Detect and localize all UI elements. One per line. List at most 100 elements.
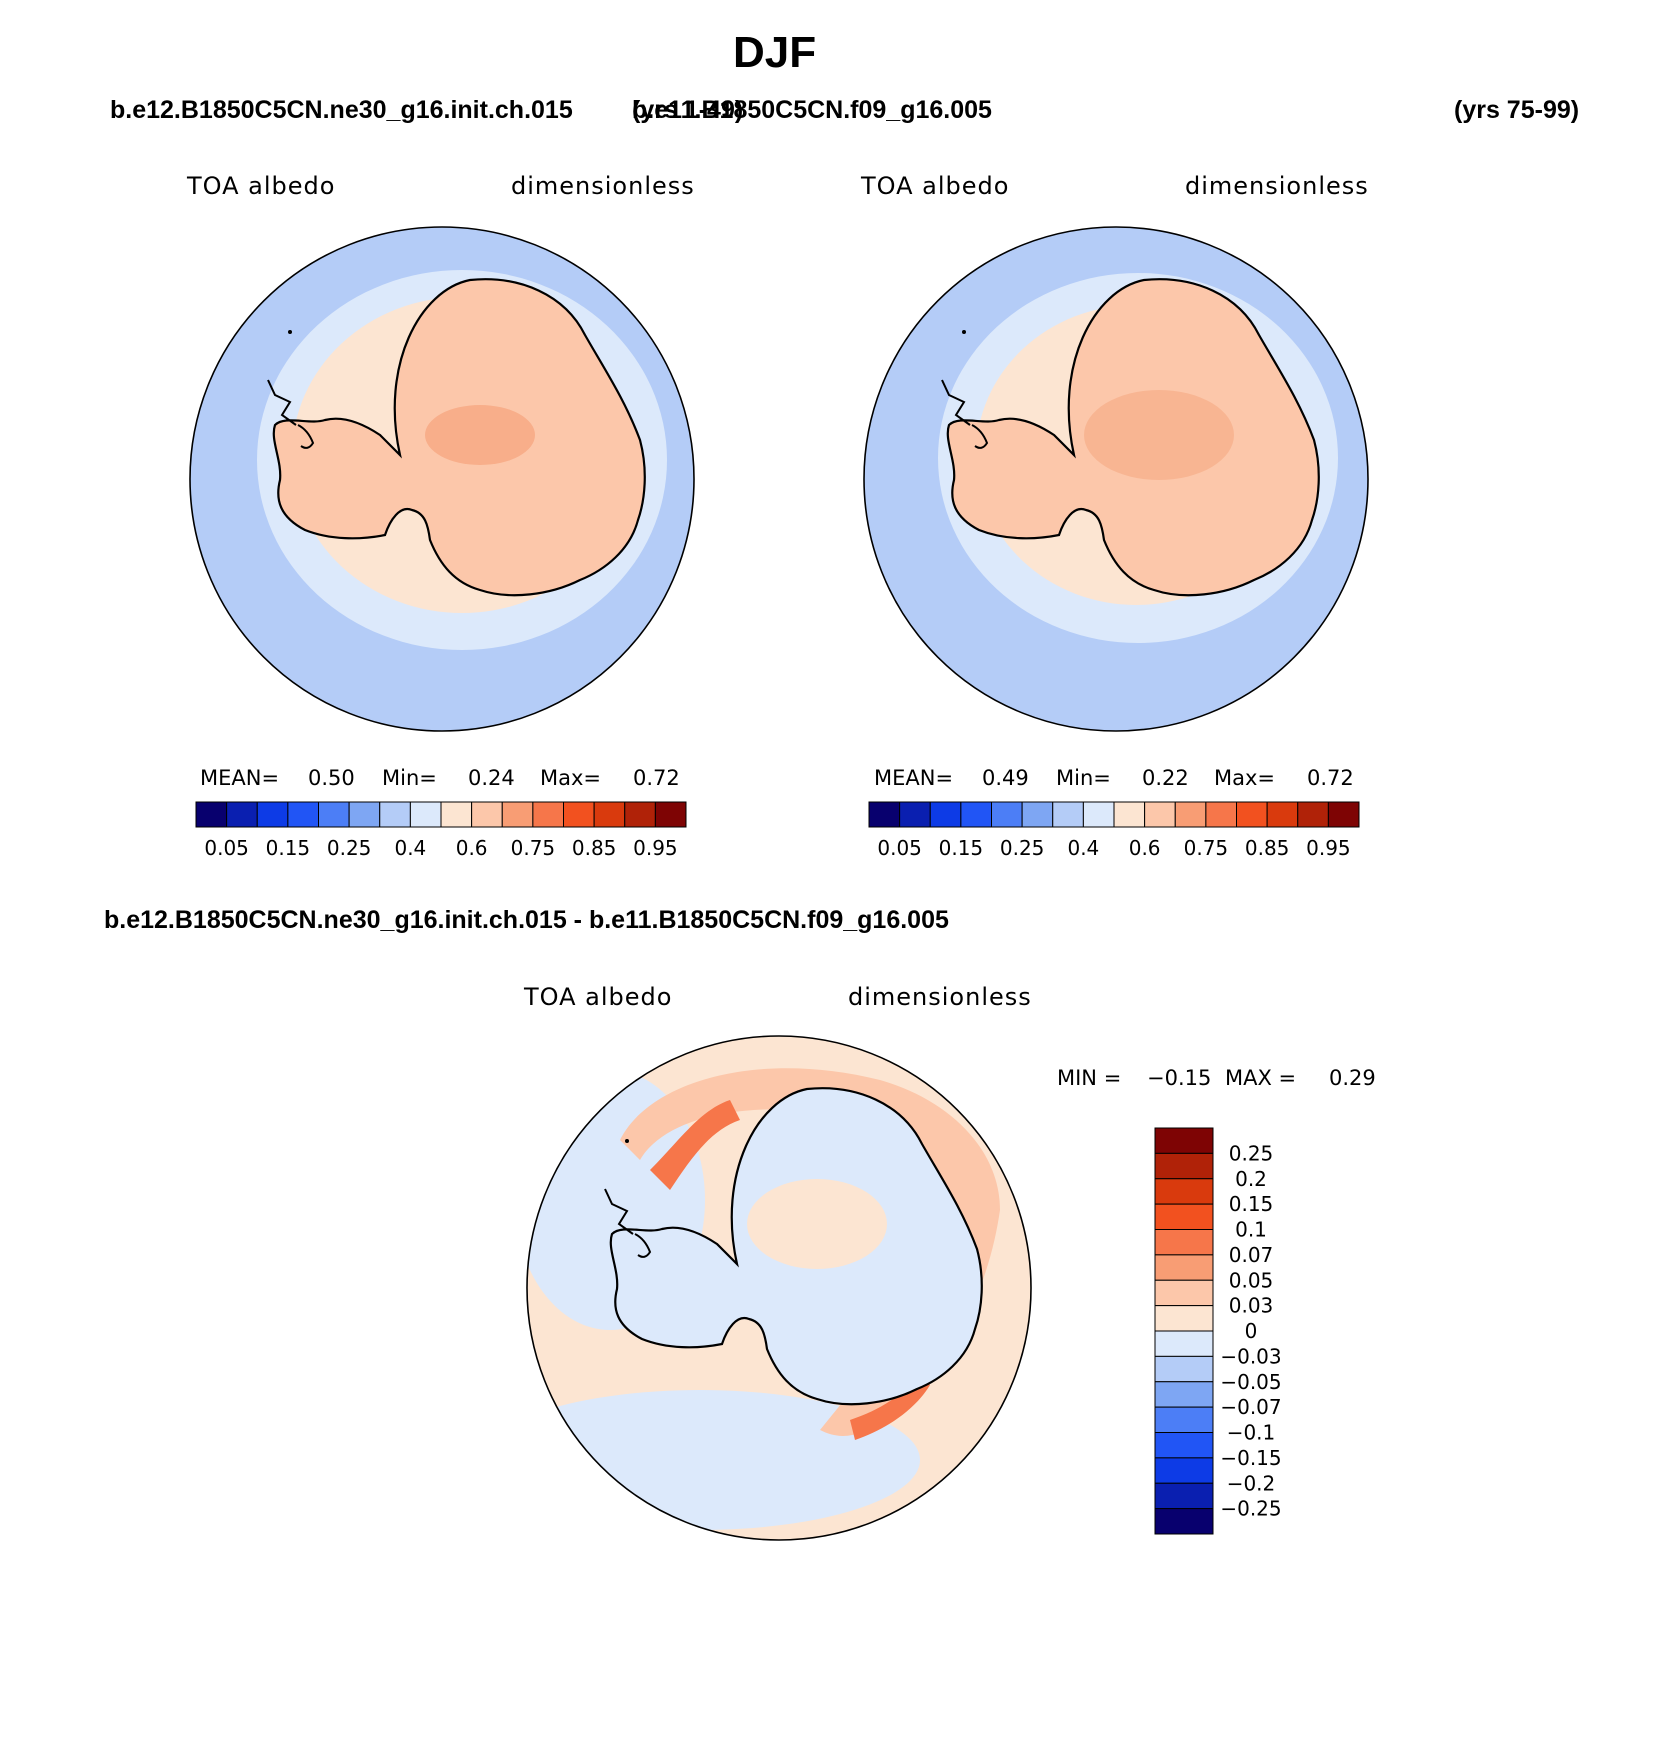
colorbar-diff-swatch bbox=[1154, 1254, 1214, 1281]
colorbar-diff-swatch bbox=[1154, 1305, 1214, 1332]
colorbar-panel-1-swatch bbox=[471, 801, 503, 828]
colorbar-panel-1-tick-label: 0.15 bbox=[266, 836, 311, 860]
panel2-min-label: Min= bbox=[1056, 766, 1111, 790]
page-title: DJF bbox=[733, 28, 817, 77]
colorbar-diff: 0.250.20.150.10.070.050.030−0.03−0.05−0.… bbox=[1154, 1127, 1282, 1535]
colorbar-diff-tick-label: 0.07 bbox=[1229, 1243, 1274, 1267]
colorbar-panel-2-swatch bbox=[1266, 801, 1299, 828]
colorbar-panel-1-swatch bbox=[532, 801, 564, 828]
colorbar-panel-2-tick-label: 0.75 bbox=[1184, 836, 1229, 860]
colorbar-panel-1-swatch bbox=[654, 801, 687, 828]
colorbar-panel-1-swatch bbox=[624, 801, 656, 828]
colorbar-diff-swatch bbox=[1154, 1203, 1214, 1230]
colorbar-panel-1-tick-label: 0.25 bbox=[327, 836, 372, 860]
diff-units-label: dimensionless bbox=[848, 983, 1032, 1011]
colorbar-panel-1-swatch bbox=[226, 801, 258, 828]
colorbar-panel-1-swatch bbox=[256, 801, 289, 828]
colorbar-panel-2: 0.05 0.15 0.25 0.4 0.6 0.75 0.85 0.95 bbox=[868, 801, 1360, 860]
colorbar-diff-swatch bbox=[1154, 1406, 1214, 1433]
colorbar-diff-swatch bbox=[1154, 1152, 1214, 1180]
colorbar-diff-swatch bbox=[1154, 1508, 1214, 1535]
panel1-max-label: Max= bbox=[540, 766, 602, 790]
colorbar-panel-2-swatch bbox=[1113, 801, 1146, 828]
colorbar-diff-tick-label: 0.05 bbox=[1229, 1268, 1274, 1292]
colorbar-panel-1-swatch bbox=[287, 801, 319, 828]
colorbar-diff-tick-label: −0.03 bbox=[1220, 1344, 1281, 1368]
colorbar-diff-tick-label: 0.1 bbox=[1235, 1218, 1267, 1242]
diff-case-name: b.e12.B1850C5CN.ne30_g16.init.ch.015 - b… bbox=[104, 906, 949, 934]
panel1-min-value: 0.24 bbox=[468, 766, 515, 790]
colorbar-panel-1: 0.05 0.15 0.25 0.4 0.6 0.75 0.85 0.95 bbox=[195, 801, 687, 860]
colorbar-panel-1-swatch bbox=[379, 801, 411, 828]
map-panel-1 bbox=[190, 227, 694, 731]
diff-max-value: 0.29 bbox=[1329, 1066, 1376, 1090]
diff-min-value: −0.15 bbox=[1147, 1066, 1212, 1090]
colorbar-panel-1-swatch bbox=[318, 801, 350, 828]
colorbar-panel-1-swatch bbox=[563, 801, 595, 828]
colorbar-diff-tick-label: −0.25 bbox=[1220, 1497, 1281, 1521]
colorbar-diff-tick-label: 0 bbox=[1245, 1319, 1258, 1343]
panel2-max-label: Max= bbox=[1214, 766, 1276, 790]
panel2-min-value: 0.22 bbox=[1142, 766, 1189, 790]
panel1-units-label: dimensionless bbox=[511, 172, 695, 200]
colorbar-diff-swatch bbox=[1154, 1432, 1214, 1459]
colorbar-panel-2-swatch bbox=[991, 801, 1023, 828]
colorbar-panel-2-tick-label: 0.6 bbox=[1129, 836, 1161, 860]
colorbar-panel-1-tick-label: 0.4 bbox=[394, 836, 426, 860]
panel2-max-value: 0.72 bbox=[1307, 766, 1354, 790]
colorbar-panel-2-swatch bbox=[960, 801, 992, 828]
colorbar-panel-2-swatch bbox=[1205, 801, 1237, 828]
colorbar-panel-2-swatch bbox=[868, 801, 901, 828]
panel1-mean-value: 0.50 bbox=[308, 766, 355, 790]
panel1-min-label: Min= bbox=[382, 766, 437, 790]
colorbar-diff-tick-label: −0.2 bbox=[1227, 1471, 1276, 1495]
colorbar-panel-2-swatch bbox=[1236, 801, 1268, 828]
colorbar-diff-swatch bbox=[1154, 1330, 1214, 1357]
colorbar-diff-swatch bbox=[1154, 1127, 1214, 1154]
colorbar-panel-1-swatch bbox=[409, 801, 442, 828]
panel2-mean-label: MEAN= bbox=[874, 766, 954, 790]
colorbar-panel-1-tick-label: 0.6 bbox=[456, 836, 488, 860]
colorbar-diff-swatch bbox=[1154, 1178, 1214, 1205]
colorbar-diff-tick-label: −0.07 bbox=[1220, 1395, 1281, 1419]
colorbar-panel-2-tick-label: 0.15 bbox=[939, 836, 984, 860]
colorbar-panel-2-swatch bbox=[1052, 801, 1084, 828]
colorbar-panel-2-swatch bbox=[1082, 801, 1115, 828]
colorbar-panel-2-tick-label: 0.85 bbox=[1245, 836, 1290, 860]
colorbar-panel-2-swatch bbox=[899, 801, 931, 828]
colorbar-panel-1-swatch bbox=[501, 801, 534, 828]
colorbar-panel-2-tick-label: 0.4 bbox=[1067, 836, 1099, 860]
panel1-max-value: 0.72 bbox=[633, 766, 680, 790]
years-left: (yrs 1-49) bbox=[632, 96, 744, 124]
colorbar-diff-tick-label: 0.03 bbox=[1229, 1294, 1274, 1318]
colorbar-diff-tick-label: 0.2 bbox=[1235, 1167, 1267, 1191]
colorbar-panel-2-swatch bbox=[929, 801, 962, 828]
case-name-right: b.e11.B1850C5CN.f09_g16.005 bbox=[632, 96, 992, 124]
map-panel-diff bbox=[527, 1036, 1031, 1540]
colorbar-panel-1-swatch bbox=[195, 801, 228, 828]
colorbar-panel-1-tick-label: 0.95 bbox=[633, 836, 678, 860]
colorbar-diff-swatch bbox=[1154, 1457, 1214, 1484]
panel2-units-label: dimensionless bbox=[1185, 172, 1369, 200]
colorbar-diff-swatch bbox=[1154, 1482, 1214, 1510]
colorbar-diff-swatch bbox=[1154, 1355, 1214, 1383]
colorbar-panel-1-tick-label: 0.75 bbox=[511, 836, 556, 860]
colorbar-panel-2-swatch bbox=[1174, 801, 1207, 828]
colorbar-panel-2-swatch bbox=[1021, 801, 1054, 828]
case-name-left: b.e12.B1850C5CN.ne30_g16.init.ch.015 bbox=[110, 96, 573, 124]
colorbar-panel-1-swatch bbox=[440, 801, 473, 828]
panel2-field-label: TOA albedo bbox=[861, 172, 1010, 200]
colorbar-diff-tick-label: −0.05 bbox=[1220, 1370, 1281, 1394]
colorbar-diff-swatch bbox=[1154, 1381, 1214, 1408]
panel2-mean-value: 0.49 bbox=[982, 766, 1029, 790]
colorbar-panel-2-swatch bbox=[1327, 801, 1360, 828]
colorbar-panel-1-swatch bbox=[593, 801, 626, 828]
colorbar-panel-2-swatch bbox=[1297, 801, 1329, 828]
colorbar-diff-tick-label: 0.25 bbox=[1229, 1141, 1274, 1165]
panel1-mean-label: MEAN= bbox=[200, 766, 280, 790]
diff-min-label: MIN = bbox=[1057, 1066, 1122, 1090]
colorbar-diff-tick-label: −0.15 bbox=[1220, 1446, 1281, 1470]
colorbar-diff-swatch bbox=[1154, 1229, 1214, 1256]
colorbar-diff-tick-label: 0.15 bbox=[1229, 1192, 1274, 1216]
